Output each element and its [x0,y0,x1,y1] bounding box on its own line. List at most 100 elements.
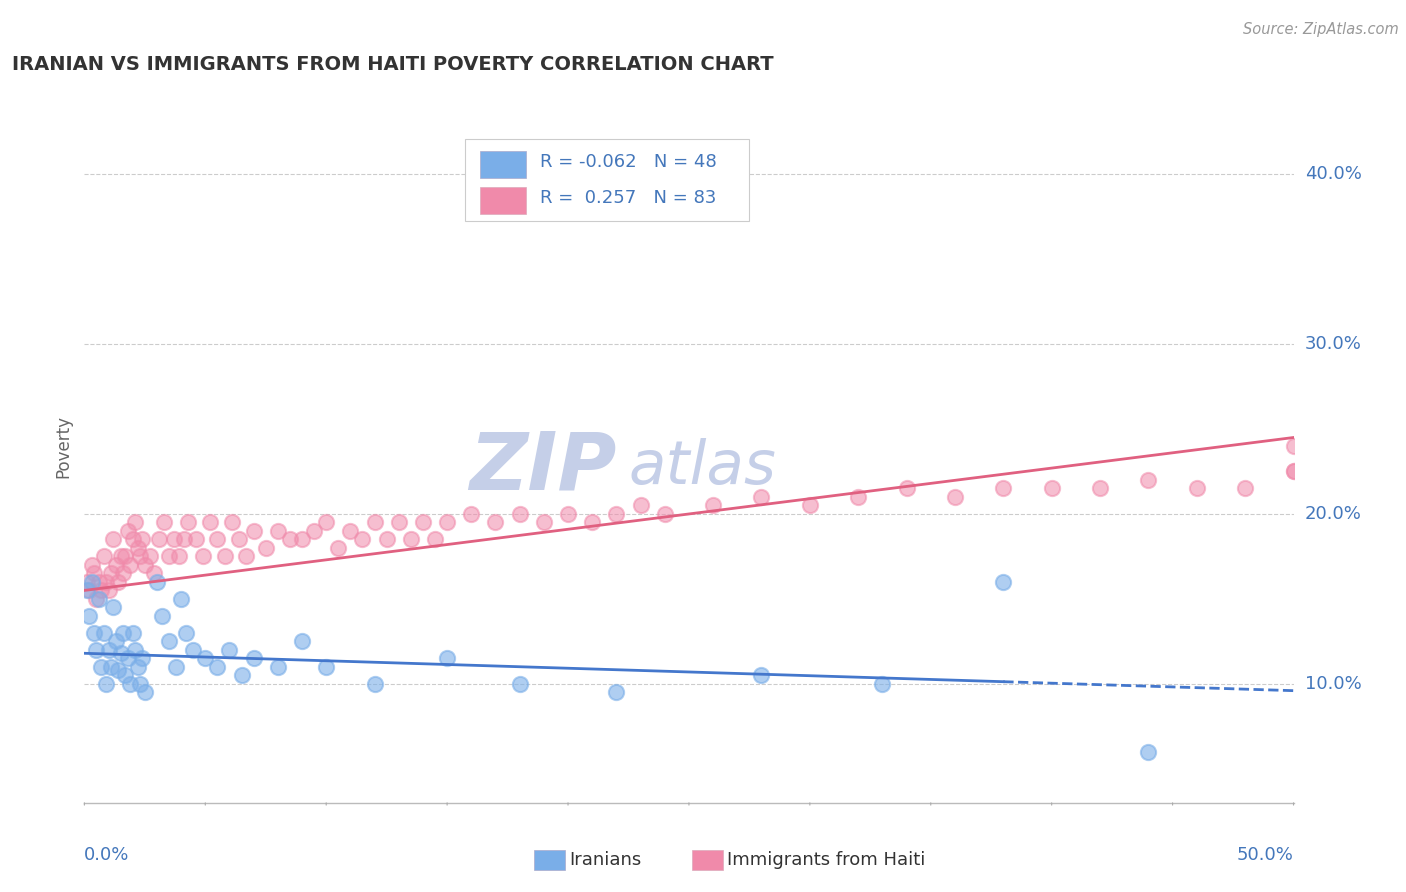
Point [557,507,579,521]
Point [94,677,117,691]
Point [242,524,264,538]
Point [129,549,152,564]
Point [177,516,200,530]
FancyBboxPatch shape [479,151,526,178]
Point [399,533,422,547]
Point [134,685,156,699]
Point [1137,473,1160,487]
Text: Immigrants from Haiti: Immigrants from Haiti [727,851,925,869]
Point [117,651,139,665]
Point [131,651,153,665]
Point [363,516,385,530]
Point [291,533,314,547]
Point [90,660,112,674]
Point [127,660,149,674]
Point [174,626,197,640]
Point [148,533,170,547]
Point [100,566,122,581]
Point [110,549,132,564]
Point [751,668,773,682]
Point [121,533,143,547]
Point [315,660,337,674]
Point [191,549,214,564]
Point [235,549,257,564]
Point [143,566,166,581]
Point [267,660,290,674]
Point [315,516,337,530]
Point [80,558,103,572]
Point [87,574,110,589]
FancyBboxPatch shape [479,187,526,214]
Point [302,524,325,538]
Point [363,677,385,691]
Point [231,668,253,682]
Point [630,499,652,513]
Point [221,516,243,530]
Point [605,685,627,699]
Point [77,583,100,598]
Point [124,643,146,657]
Point [1234,482,1257,496]
Point [943,490,966,504]
Point [93,626,115,640]
Point [127,541,149,555]
Text: 30.0%: 30.0% [1305,335,1361,353]
Point [484,516,506,530]
Point [157,549,180,564]
Point [104,558,127,572]
Point [207,660,229,674]
Point [423,533,446,547]
Point [97,643,120,657]
Point [242,651,264,665]
Point [352,533,374,547]
Text: 10.0%: 10.0% [1305,675,1361,693]
Point [117,524,139,538]
Point [86,643,108,657]
Point [1137,745,1160,759]
Point [103,533,125,547]
Text: ZIP: ZIP [470,428,616,507]
Point [654,507,676,521]
Point [993,482,1015,496]
Point [896,482,918,496]
Point [112,566,135,581]
Point [124,516,146,530]
Point [163,533,186,547]
Point [1040,482,1063,496]
Point [436,516,458,530]
Point [181,643,204,657]
Point [214,549,236,564]
Point [93,549,115,564]
Point [388,516,411,530]
Point [460,507,482,521]
Point [97,583,120,598]
Point [328,541,350,555]
Point [198,516,221,530]
Point [173,533,195,547]
Point [146,574,169,589]
Point [153,516,176,530]
Text: 50.0%: 50.0% [1237,846,1294,863]
Point [107,663,129,677]
Point [90,583,112,598]
Point [1282,465,1305,479]
Point [799,499,821,513]
Text: Iranians: Iranians [569,851,641,869]
Point [170,591,193,606]
Text: Source: ZipAtlas.com: Source: ZipAtlas.com [1243,22,1399,37]
Text: R = -0.062   N = 48: R = -0.062 N = 48 [540,153,717,171]
Point [702,499,724,513]
Point [86,591,108,606]
Point [509,507,531,521]
Point [114,668,136,682]
Point [846,490,869,504]
Point [121,626,143,640]
Point [100,660,122,674]
Point [581,516,603,530]
Point [114,549,136,564]
Point [1185,482,1208,496]
Point [509,677,531,691]
Point [533,516,555,530]
Point [138,549,160,564]
Point [110,646,132,660]
